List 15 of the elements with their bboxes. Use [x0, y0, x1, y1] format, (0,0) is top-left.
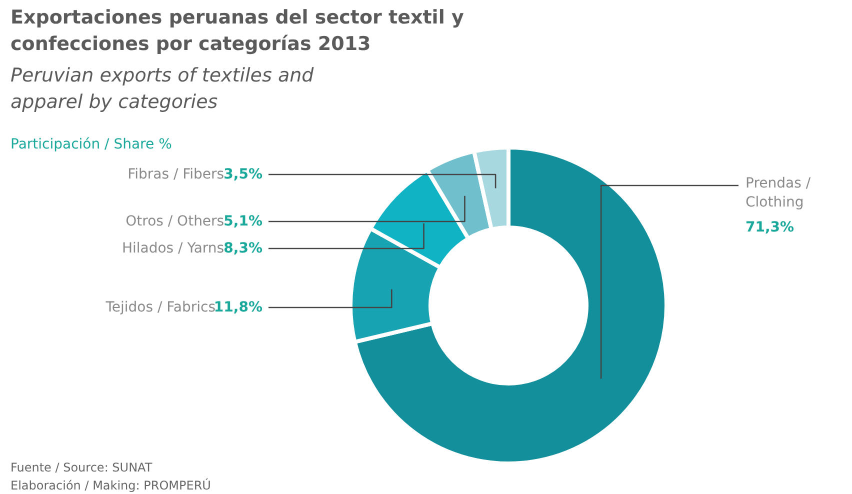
data-label: 11,8% — [214, 300, 263, 316]
chart-subtitle: Peruvian exports of textiles and apparel by categories — [10, 64, 315, 113]
text: Elaboración / Making: PROMPERÚ — [10, 478, 211, 492]
data-label: 8,3% — [224, 240, 262, 256]
text: Participación / Share % — [10, 136, 172, 152]
data-label: 3,5% — [224, 166, 262, 182]
slice-label: Otros / Others — [126, 214, 224, 230]
slice-label: Prendas / Clothing — [746, 176, 811, 211]
source-note: Fuente / Source: SUNAT — [10, 460, 153, 474]
chart-title: Exportaciones peruanas del sector textil y confecciones por categorías 2013 — [10, 6, 464, 55]
data-label: 71,3% — [746, 220, 794, 236]
slice-label: Tejidos / Fabrics — [104, 300, 216, 316]
slice-label: Hilados / Yarns — [122, 240, 224, 256]
data-label: 5,1% — [224, 214, 262, 230]
slice-label: Fibras / Fibers — [128, 166, 224, 182]
